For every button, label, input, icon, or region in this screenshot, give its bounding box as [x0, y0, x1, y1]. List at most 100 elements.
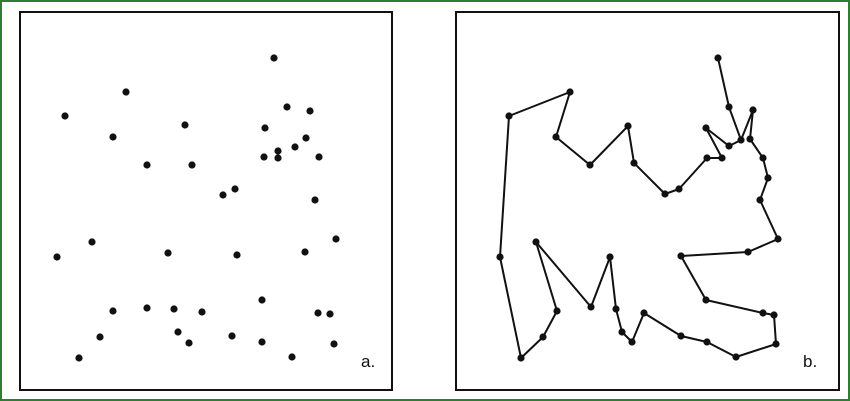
city-point — [96, 333, 104, 341]
tour-edge — [728, 106, 742, 141]
tour-node — [718, 154, 726, 162]
tour-node — [702, 296, 710, 304]
tour-node — [630, 159, 638, 167]
city-point — [109, 307, 117, 315]
tour-node — [732, 353, 740, 361]
tour-node — [749, 106, 757, 114]
tour-node — [532, 238, 540, 246]
tour-node — [756, 196, 764, 204]
city-point — [122, 88, 130, 96]
tour-edge — [643, 312, 682, 337]
tour-node — [677, 252, 685, 260]
tour-node — [772, 340, 780, 348]
tour-node — [725, 103, 733, 111]
tour-edge — [706, 341, 737, 358]
city-point — [274, 154, 282, 162]
tour-edge — [749, 109, 754, 140]
city-point — [288, 353, 296, 361]
tour-node — [744, 248, 752, 256]
tour-node — [774, 235, 782, 243]
tour-edge — [555, 91, 571, 138]
tour-edge — [535, 241, 592, 308]
tour-edge — [589, 125, 629, 166]
city-point — [109, 133, 117, 141]
tour-edge — [705, 127, 723, 159]
tour-edge — [609, 256, 617, 310]
tour-node — [702, 124, 710, 132]
tour-edge — [680, 335, 708, 343]
city-point — [75, 354, 83, 362]
city-point — [219, 191, 227, 199]
city-point — [332, 235, 340, 243]
city-point — [302, 134, 310, 142]
tour-edge — [508, 91, 571, 117]
tour-node — [517, 354, 525, 362]
tour-node — [640, 309, 648, 317]
tour-node — [737, 136, 745, 144]
city-point — [231, 185, 239, 193]
tour-node — [624, 122, 632, 130]
city-point — [198, 308, 206, 316]
city-point — [53, 253, 61, 261]
city-point — [174, 328, 182, 336]
city-point — [326, 310, 334, 318]
tour-node — [552, 133, 560, 141]
tour-node — [566, 88, 574, 96]
tour-edge — [773, 314, 777, 345]
panel-a-label: a. — [361, 352, 376, 371]
tour-edge — [747, 238, 779, 253]
panel-b-tour-edges — [499, 57, 779, 359]
tour-node — [553, 307, 561, 315]
city-point — [88, 238, 96, 246]
tour-node — [770, 311, 778, 319]
tour-edge — [680, 255, 707, 301]
tour-edge — [499, 256, 522, 359]
city-point — [258, 296, 266, 304]
tour-edge — [633, 162, 666, 195]
city-point — [283, 103, 291, 111]
city-point — [143, 161, 151, 169]
tour-edge — [740, 109, 754, 141]
city-point — [274, 147, 282, 155]
city-point — [261, 124, 269, 132]
city-point — [164, 249, 172, 257]
tour-node — [725, 142, 733, 150]
city-point — [228, 332, 236, 340]
tour-edge — [735, 343, 777, 358]
tour-node — [539, 333, 547, 341]
tour-edge — [749, 138, 764, 159]
city-point — [311, 196, 319, 204]
city-point — [143, 304, 151, 312]
city-point — [258, 338, 266, 346]
city-point — [315, 153, 323, 161]
city-point — [301, 248, 309, 256]
tour-edge — [520, 336, 544, 359]
tour-node — [496, 253, 504, 261]
tour-edge — [555, 136, 591, 166]
tour-node — [628, 338, 636, 346]
tour-node — [677, 332, 685, 340]
city-point — [61, 112, 69, 120]
city-point — [291, 143, 299, 151]
tour-edge — [717, 57, 730, 108]
tour-edge — [759, 199, 779, 240]
tour-node — [612, 305, 620, 313]
tour-node — [703, 338, 711, 346]
tour-edge — [627, 125, 635, 164]
city-point — [185, 339, 193, 347]
city-point — [188, 161, 196, 169]
city-point — [314, 309, 322, 317]
city-point — [260, 153, 268, 161]
tour-edge — [705, 299, 764, 314]
tour-node — [759, 309, 767, 317]
tour-node — [618, 328, 626, 336]
tour-edge — [705, 127, 730, 147]
tour-node — [587, 303, 595, 311]
tour-edge — [759, 177, 769, 201]
tour-node — [703, 154, 711, 162]
tour-edge — [542, 310, 558, 338]
tour-edge — [535, 241, 558, 312]
tour-edge — [678, 157, 708, 190]
